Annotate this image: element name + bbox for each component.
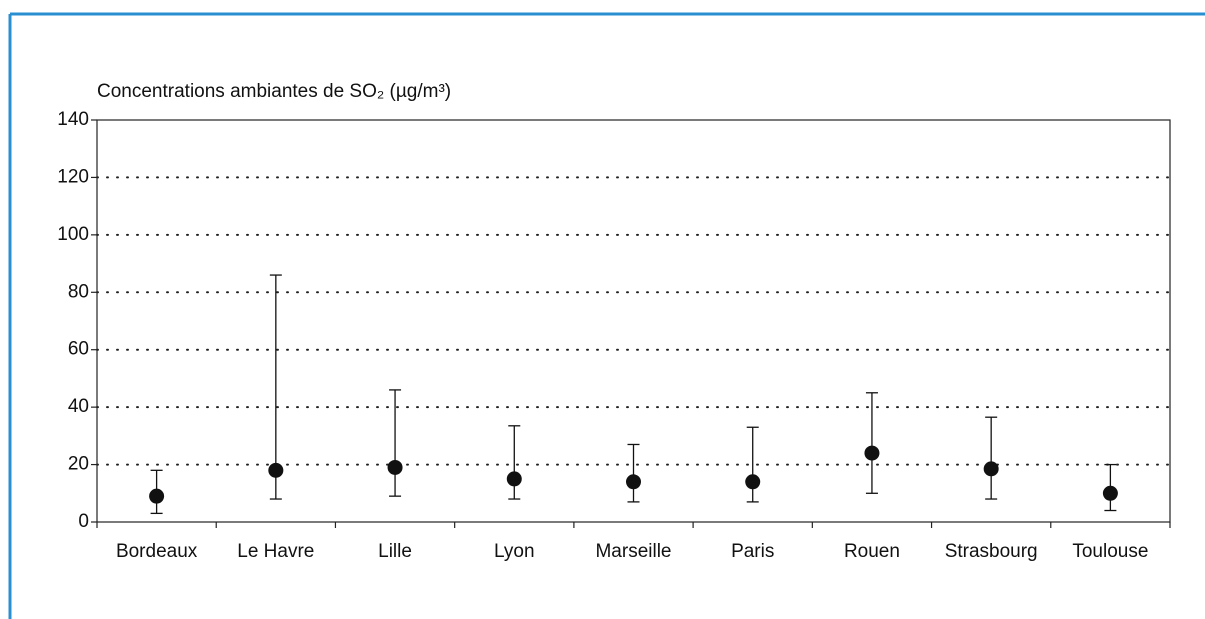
y-tick-label: 60 <box>68 339 89 360</box>
dot <box>983 461 999 477</box>
y-tick-label: 140 <box>57 109 89 130</box>
dot <box>1102 485 1118 501</box>
y-tick-label: 20 <box>68 454 89 475</box>
x-tick-label: Bordeaux <box>116 541 198 562</box>
dot <box>626 474 641 490</box>
y-tick-label: 80 <box>68 281 89 302</box>
dot <box>506 471 522 487</box>
dot <box>864 445 880 461</box>
y-tick-label: 0 <box>78 511 89 532</box>
y-tick-label: 40 <box>68 396 89 417</box>
plot-area <box>96 119 1171 523</box>
x-tick-label: Marseille <box>595 541 671 562</box>
dot <box>387 459 403 475</box>
x-tick-label: Toulouse <box>1072 541 1148 562</box>
y-tick-label: 120 <box>57 166 89 187</box>
dot <box>745 474 761 490</box>
x-tick-label: Paris <box>731 541 774 562</box>
x-tick-label: Le Havre <box>237 541 314 562</box>
dot <box>268 462 284 478</box>
x-tick-label: Rouen <box>844 541 900 562</box>
y-tick-label: 100 <box>57 224 89 245</box>
x-tick-label: Lille <box>378 541 412 562</box>
dot <box>149 488 165 504</box>
x-tick-label: Lyon <box>494 541 535 562</box>
chart-title: Concentrations ambiantes de SO₂ (µg/m³) <box>97 81 451 102</box>
x-tick-label: Strasbourg <box>945 541 1038 562</box>
